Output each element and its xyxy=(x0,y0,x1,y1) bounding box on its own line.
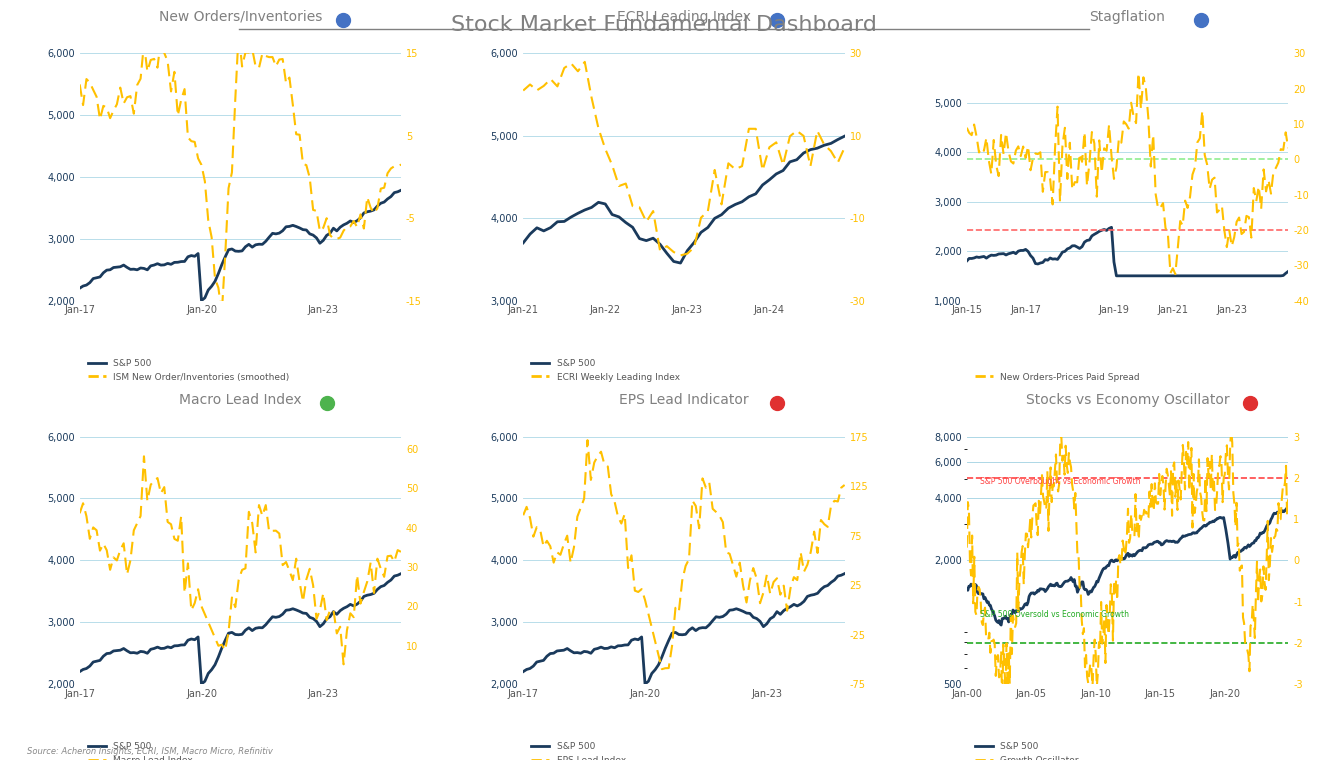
Text: Stagflation: Stagflation xyxy=(1089,10,1166,24)
Legend: S&P 500, Macro Lead Index: S&P 500, Macro Lead Index xyxy=(84,739,197,760)
Text: S&P 500 Overbought vs Economic Growth: S&P 500 Overbought vs Economic Growth xyxy=(980,477,1141,486)
Text: Stock Market Fundamental Dashboard: Stock Market Fundamental Dashboard xyxy=(452,15,876,35)
Text: Stocks vs Economy Oscillator: Stocks vs Economy Oscillator xyxy=(1025,393,1230,407)
Text: ECRI Leading Index: ECRI Leading Index xyxy=(618,10,750,24)
Text: EPS Lead Indicator: EPS Lead Indicator xyxy=(619,393,749,407)
Legend: S&P 500, Growth Oscillator: S&P 500, Growth Oscillator xyxy=(971,739,1082,760)
Legend: New Orders-Prices Paid Spread: New Orders-Prices Paid Spread xyxy=(971,369,1143,385)
Legend: S&P 500, ECRI Weekly Leading Index: S&P 500, ECRI Weekly Leading Index xyxy=(527,356,684,385)
Text: S&P 500 Oversold vs Economic Growth: S&P 500 Oversold vs Economic Growth xyxy=(980,610,1129,619)
Text: Macro Lead Index: Macro Lead Index xyxy=(179,393,301,407)
Text: Source: Acheron Insights, ECRI, ISM, Macro Micro, Refinitiv: Source: Acheron Insights, ECRI, ISM, Mac… xyxy=(27,747,272,756)
Legend: S&P 500, ISM New Order/Inventories (smoothed): S&P 500, ISM New Order/Inventories (smoo… xyxy=(84,356,293,385)
Legend: S&P 500, EPS Lead Index: S&P 500, EPS Lead Index xyxy=(527,739,629,760)
Text: New Orders/Inventories: New Orders/Inventories xyxy=(158,10,323,24)
